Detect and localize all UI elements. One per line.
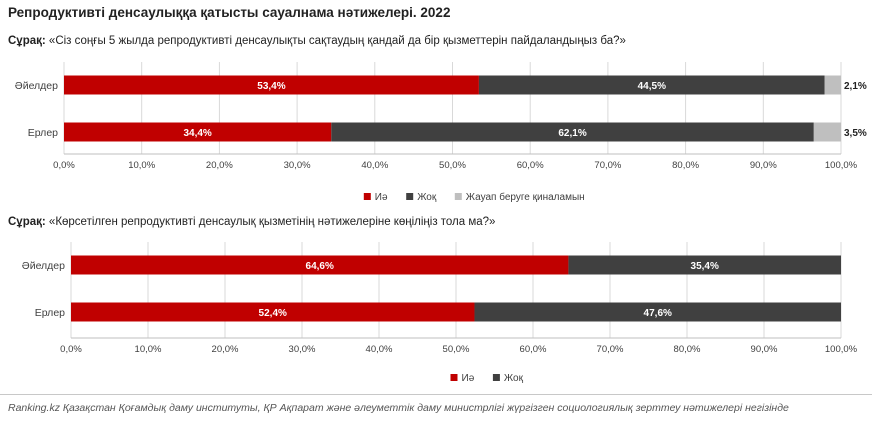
chart1-x-tick-label: 40,0% bbox=[361, 160, 388, 171]
chart2-x-tick-label: 40,0% bbox=[366, 344, 393, 355]
chart2-legend-swatch-no bbox=[492, 374, 500, 381]
chart1-x-tick-label: 20,0% bbox=[206, 160, 233, 171]
chart2-bar-yes bbox=[71, 302, 475, 322]
chart1-x-tick-label: 30,0% bbox=[284, 160, 311, 171]
chart1-data-label: 62,1% bbox=[558, 128, 586, 139]
chart1-legend-swatch-no bbox=[406, 193, 414, 200]
chart1-legend-label: Жоқ bbox=[417, 192, 437, 203]
chart1-bar-yes bbox=[64, 122, 332, 142]
chart1-data-label: 53,4% bbox=[257, 81, 285, 92]
chart1-legend-swatch-yes bbox=[363, 193, 371, 200]
chart1-data-label: 34,4% bbox=[183, 128, 211, 139]
chart2-bar-no bbox=[568, 255, 841, 275]
question-1: Сұрақ: «Сіз соңғы 5 жылда репродуктивті … bbox=[8, 35, 626, 47]
chart1-legend-label: Иә bbox=[375, 192, 388, 203]
chart1-data-label: 3,5% bbox=[844, 128, 867, 139]
chart1-x-tick-label: 100,0% bbox=[825, 160, 858, 171]
chart2-data-label: 35,4% bbox=[691, 261, 719, 272]
chart2-bar-yes bbox=[71, 255, 569, 275]
chart1-bar-no bbox=[331, 122, 814, 142]
chart1-data-label: 2,1% bbox=[844, 81, 867, 92]
chart1-x-tick-label: 90,0% bbox=[750, 160, 777, 171]
chart-2: 0,0% 10,0% 20,0% 30,0% 40,0% 50,0% 60,0% 70,0% 8… bbox=[22, 242, 858, 384]
divider bbox=[0, 394, 872, 395]
chart2-category-label: Әйелдер bbox=[22, 260, 65, 272]
chart1-bar-undecided bbox=[813, 122, 841, 142]
chart1-bar-yes bbox=[64, 75, 479, 95]
chart1-legend-label: Жауап беруге қиналамын bbox=[466, 191, 585, 203]
chart2-legend-label: Иә bbox=[462, 373, 475, 384]
chart-1: 0,0% 10,0% 20,0% 30,0% 40,0% 50,0% 60,0% 70,0% 8… bbox=[15, 62, 867, 203]
chart2-data-label: 52,4% bbox=[259, 308, 287, 319]
chart2-x-tick-label: 60,0% bbox=[520, 344, 547, 355]
chart2-data-label: 47,6% bbox=[644, 308, 672, 319]
chart1-x-tick-label: 60,0% bbox=[517, 160, 544, 171]
chart2-bar-no bbox=[474, 302, 841, 322]
chart1-x-tick-label: 70,0% bbox=[594, 160, 621, 171]
chart2-data-label: 64,6% bbox=[306, 261, 334, 272]
chart2-legend-swatch-yes bbox=[450, 374, 458, 381]
chart1-x-tick-label: 50,0% bbox=[439, 160, 466, 171]
question-1-prefix: Сұрақ: bbox=[8, 35, 46, 47]
question-2-text: «Көрсетілген репродуктивті денсаулық қыз… bbox=[48, 216, 496, 228]
chart1-x-tick-label: 80,0% bbox=[672, 160, 699, 171]
chart1-bar-no bbox=[478, 75, 825, 95]
chart-title: Репродуктивті денсаулыққа қатысты сауалн… bbox=[8, 5, 451, 20]
chart2-x-tick-label: 30,0% bbox=[289, 344, 316, 355]
question-1-text: «Сіз соңғы 5 жылда репродуктивті денсаул… bbox=[48, 35, 626, 47]
chart2-x-tick-label: 50,0% bbox=[443, 344, 470, 355]
chart2-category-label: Ерлер bbox=[35, 307, 65, 319]
chart1-category-label: Әйелдер bbox=[15, 80, 58, 92]
chart2-x-tick-label: 20,0% bbox=[212, 344, 239, 355]
chart2-x-tick-label: 90,0% bbox=[751, 344, 778, 355]
chart2-x-tick-label: 10,0% bbox=[135, 344, 162, 355]
chart1-category-label: Ерлер bbox=[28, 127, 58, 139]
chart2-x-tick-label: 0,0% bbox=[60, 344, 82, 355]
chart1-legend-swatch-undecided bbox=[454, 193, 462, 200]
question-2-prefix: Сұрақ: bbox=[8, 216, 46, 228]
chart1-bar-undecided bbox=[824, 75, 841, 95]
chart1-x-tick-label: 0,0% bbox=[53, 160, 75, 171]
chart1-x-tick-label: 10,0% bbox=[128, 160, 155, 171]
chart2-x-tick-label: 80,0% bbox=[674, 344, 701, 355]
chart2-x-tick-label: 70,0% bbox=[597, 344, 624, 355]
question-2: Сұрақ: «Көрсетілген репродуктивті денсау… bbox=[8, 216, 495, 228]
chart2-x-tick-label: 100,0% bbox=[825, 344, 858, 355]
chart1-data-label: 44,5% bbox=[638, 81, 666, 92]
source-note: Ranking.kz Қазақстан Қоғамдық даму инсти… bbox=[8, 402, 789, 414]
chart2-legend-label: Жоқ bbox=[504, 373, 524, 384]
